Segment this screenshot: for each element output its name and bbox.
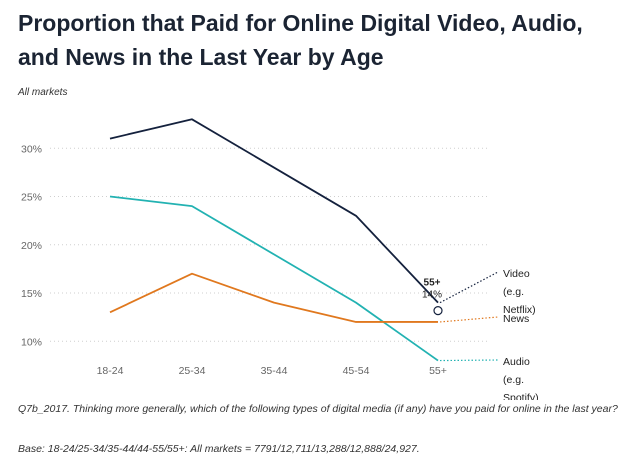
series-label: Spotify) [503,392,539,400]
series-label: Video [503,268,530,280]
x-tick-label: 18-24 [97,365,124,377]
series-leader-line [439,271,499,304]
series-line [109,195,439,362]
series-line [109,272,438,323]
y-tick-label: 15% [21,288,42,300]
y-tick-label: 20% [21,240,42,252]
chart-title: Proportion that Paid for Online Digital … [18,10,583,70]
series-label: News [503,313,529,325]
x-tick-label: 55+ [429,365,447,377]
series-leader-line [439,316,499,323]
footnote-base: Base: 18-24/25-34/35-44/44-55/55+: All m… [18,443,420,455]
y-tick-label: 10% [21,336,42,348]
annotation-marker [433,306,443,316]
footnote-question: Q7b_2017. Thinking more generally, which… [18,403,618,415]
series-leader-line [439,359,499,362]
line-chart: 10% 15% 20% 25% 30% 18-24 25-34 35-44 45-54 55+ Vi… [21,118,539,400]
series-line [109,118,439,304]
x-tick-label: 45-54 [343,365,370,377]
annotation-label: 55+ [424,278,441,289]
x-tick-label: 25-34 [179,365,206,377]
series-label: Netflix) [503,304,536,316]
series-label: Audio [503,356,530,368]
chart-subtitle: All markets [18,87,68,98]
x-tick-label: 35-44 [261,365,288,377]
y-tick-label: 25% [21,192,42,204]
y-tick-label: 30% [21,143,42,155]
annotation-value: 14% [422,290,442,301]
series-label: (e.g. [503,286,524,298]
series-label: (e.g. [503,374,524,386]
